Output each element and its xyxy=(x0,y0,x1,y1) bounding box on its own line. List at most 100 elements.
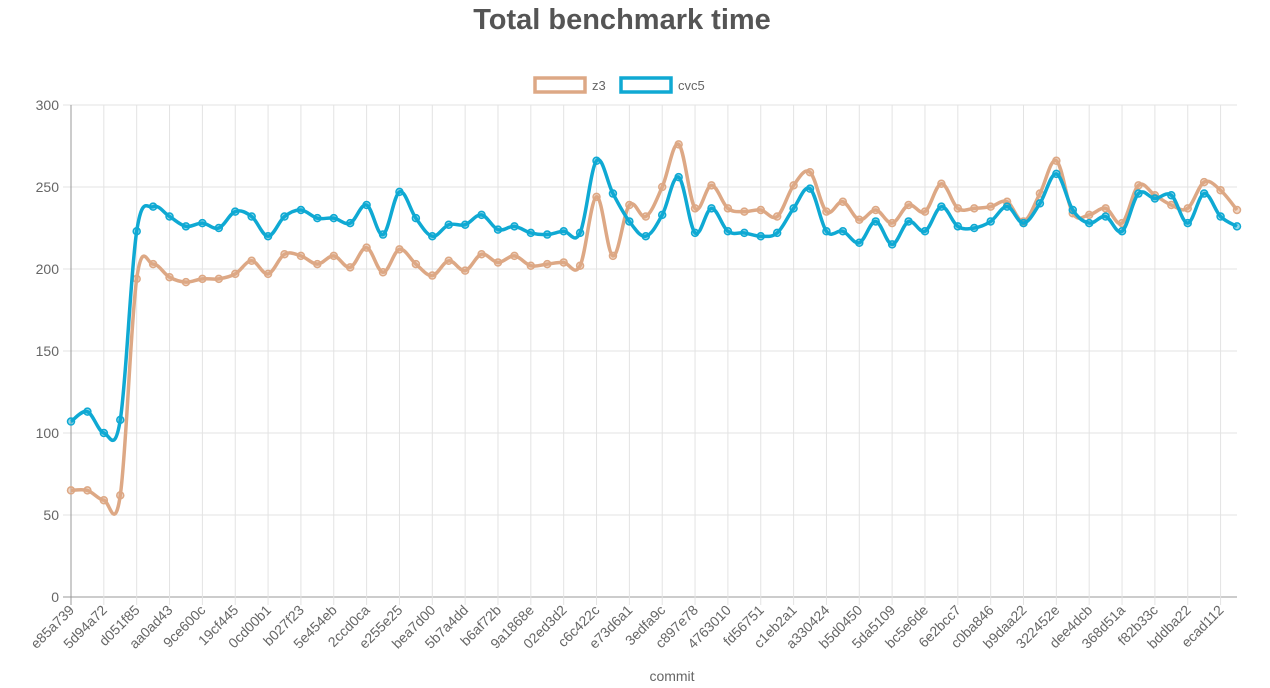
series-line-z3 xyxy=(70,142,1239,516)
data-point-z3 xyxy=(674,140,683,149)
data-point-z3 xyxy=(1232,205,1242,215)
data-point-cvc5 xyxy=(280,212,289,221)
data-point-z3 xyxy=(740,207,749,216)
data-point-z3 xyxy=(822,207,831,216)
data-point-z3 xyxy=(789,181,798,190)
data-point-z3 xyxy=(510,251,519,261)
data-point-cvc5 xyxy=(214,223,224,233)
data-point-cvc5 xyxy=(871,217,880,226)
data-point-cvc5 xyxy=(969,223,979,233)
data-point-cvc5 xyxy=(148,202,158,211)
data-point-cvc5 xyxy=(1019,218,1028,228)
data-point-z3 xyxy=(444,256,453,266)
y-tick-label: 300 xyxy=(36,97,60,113)
data-point-cvc5 xyxy=(789,204,798,213)
data-point-z3 xyxy=(575,261,585,270)
data-point-cvc5 xyxy=(937,202,946,211)
data-point-cvc5 xyxy=(296,205,306,215)
data-point-cvc5 xyxy=(362,200,371,210)
data-point-cvc5 xyxy=(707,204,716,213)
data-point-cvc5 xyxy=(1216,212,1225,221)
data-point-cvc5 xyxy=(181,222,191,231)
data-point-cvc5 xyxy=(855,238,864,248)
data-point-z3 xyxy=(1052,156,1061,166)
data-point-z3 xyxy=(1084,210,1094,220)
data-point-cvc5 xyxy=(740,228,749,238)
data-point-cvc5 xyxy=(559,227,568,236)
data-point-z3 xyxy=(953,204,963,213)
data-point-z3 xyxy=(329,251,339,261)
legend-label-cvc5: cvc5 xyxy=(678,78,705,93)
data-point-z3 xyxy=(411,259,421,269)
data-point-cvc5 xyxy=(1035,199,1045,208)
data-point-cvc5 xyxy=(592,156,601,166)
legend-label-z3: z3 xyxy=(592,78,606,93)
data-point-cvc5 xyxy=(1183,218,1192,228)
data-point-cvc5 xyxy=(887,240,897,249)
data-point-z3 xyxy=(148,259,158,269)
data-point-cvc5 xyxy=(657,210,667,220)
data-point-z3 xyxy=(132,274,141,284)
data-point-cvc5 xyxy=(329,213,339,223)
data-point-cvc5 xyxy=(986,217,995,226)
data-point-cvc5 xyxy=(641,231,651,241)
data-point-cvc5 xyxy=(1117,227,1127,236)
data-point-z3 xyxy=(625,200,634,210)
data-point-z3 xyxy=(263,269,273,279)
data-point-cvc5 xyxy=(230,207,240,216)
data-point-z3 xyxy=(1216,186,1225,195)
y-tick-label: 0 xyxy=(51,589,59,605)
data-point-cvc5 xyxy=(99,428,109,438)
legend-swatch-cvc5 xyxy=(619,76,673,94)
data-point-z3 xyxy=(214,274,224,284)
data-point-cvc5 xyxy=(116,415,125,425)
data-point-z3 xyxy=(920,207,930,216)
data-point-z3 xyxy=(986,202,995,211)
data-point-z3 xyxy=(1199,177,1209,187)
data-point-z3 xyxy=(1183,204,1192,213)
data-point-cvc5 xyxy=(83,407,92,416)
data-point-cvc5 xyxy=(904,217,913,226)
data-point-z3 xyxy=(1101,204,1110,213)
data-point-cvc5 xyxy=(772,228,782,238)
data-point-cvc5 xyxy=(313,213,322,223)
data-point-z3 xyxy=(871,205,880,215)
data-point-z3 xyxy=(608,251,618,261)
data-point-z3 xyxy=(165,272,174,282)
data-point-cvc5 xyxy=(477,210,486,220)
legend-item-z3[interactable]: z3 xyxy=(533,76,606,94)
data-point-z3 xyxy=(690,204,700,213)
data-point-z3 xyxy=(345,263,355,272)
y-tick-label: 200 xyxy=(36,261,60,277)
data-point-z3 xyxy=(657,182,667,192)
data-point-z3 xyxy=(247,256,256,266)
data-point-z3 xyxy=(116,491,125,500)
data-point-cvc5 xyxy=(345,218,355,228)
data-point-z3 xyxy=(756,205,765,215)
data-point-z3 xyxy=(904,200,913,210)
data-point-cvc5 xyxy=(1101,212,1110,221)
data-point-cvc5 xyxy=(526,228,536,238)
legend-item-cvc5[interactable]: cvc5 xyxy=(619,76,705,94)
data-point-cvc5 xyxy=(132,227,141,236)
data-point-cvc5 xyxy=(460,220,470,229)
data-point-z3 xyxy=(66,486,76,495)
data-point-cvc5 xyxy=(805,184,815,193)
data-point-z3 xyxy=(181,277,191,287)
data-point-cvc5 xyxy=(444,220,453,229)
data-point-z3 xyxy=(395,245,404,254)
data-point-cvc5 xyxy=(1150,194,1160,203)
data-point-cvc5 xyxy=(1084,218,1094,228)
y-tick-label: 100 xyxy=(36,425,60,441)
data-point-z3 xyxy=(805,167,815,177)
data-point-z3 xyxy=(230,269,240,279)
data-point-z3 xyxy=(477,249,486,259)
data-point-z3 xyxy=(1134,181,1143,190)
data-point-z3 xyxy=(855,215,864,225)
data-point-cvc5 xyxy=(378,230,388,239)
data-point-z3 xyxy=(592,192,601,202)
data-point-cvc5 xyxy=(165,212,174,221)
data-point-cvc5 xyxy=(1167,190,1176,200)
